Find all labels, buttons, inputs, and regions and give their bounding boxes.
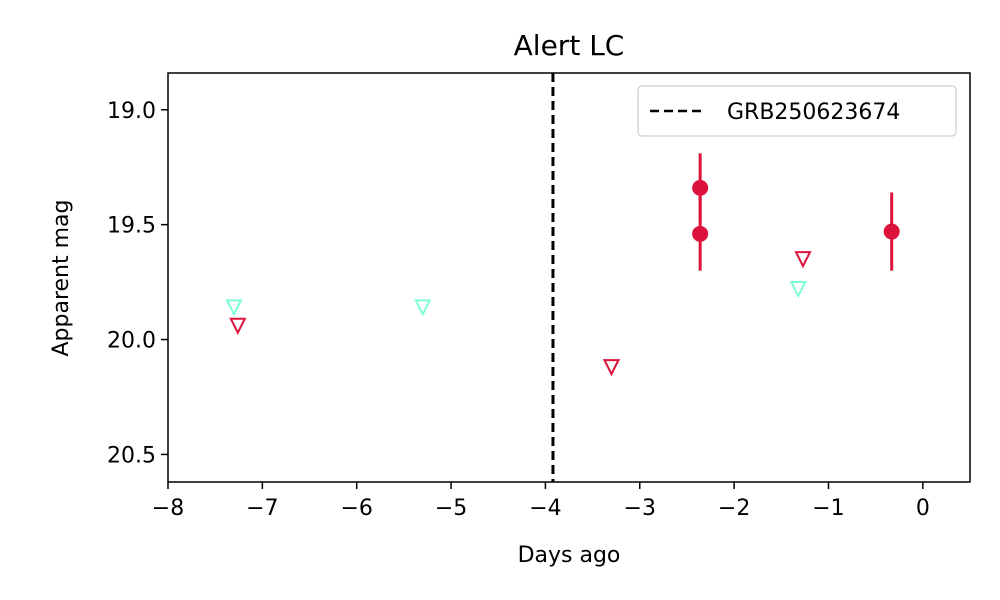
x-tick-label: −2 — [718, 496, 750, 521]
plot-area — [225, 73, 900, 482]
upper-limit-marker — [602, 359, 621, 377]
detection-point — [692, 179, 709, 196]
detection-point — [883, 223, 900, 240]
legend-box — [637, 85, 957, 137]
y-tick-label: 19.5 — [107, 214, 156, 239]
y-axis-label: Apparent mag — [49, 200, 74, 357]
x-tick-label: −5 — [435, 496, 467, 521]
y-tick-label: 19.0 — [107, 99, 156, 124]
legend: GRB250623674 — [637, 85, 957, 137]
x-axis-label: Days ago — [518, 543, 621, 568]
x-tick-label: −1 — [812, 496, 844, 521]
x-tick-label: −3 — [624, 496, 656, 521]
x-tick-label: −7 — [246, 496, 278, 521]
x-tick-label: −8 — [152, 496, 184, 521]
x-tick-label: −4 — [529, 496, 561, 521]
axes-frame — [167, 72, 971, 483]
x-axis: −8 −7 −6 −5 −4 −3 −2 −1 0 — [152, 482, 930, 521]
x-tick-label: −6 — [340, 496, 372, 521]
chart-title: Alert LC — [514, 29, 625, 62]
detection-point — [692, 225, 709, 242]
upper-limit-marker — [225, 299, 243, 317]
x-tick-label: 0 — [916, 496, 930, 521]
y-axis: 19.0 19.5 20.0 20.5 — [107, 99, 168, 468]
y-tick-label: 20.0 — [107, 329, 156, 354]
upper-limit-marker — [414, 299, 432, 317]
upper-limit-marker — [789, 280, 807, 299]
legend-label: GRB250623674 — [727, 100, 900, 125]
upper-limit-marker — [794, 251, 812, 269]
y-tick-label: 20.5 — [107, 443, 156, 468]
upper-limit-marker — [229, 317, 247, 335]
